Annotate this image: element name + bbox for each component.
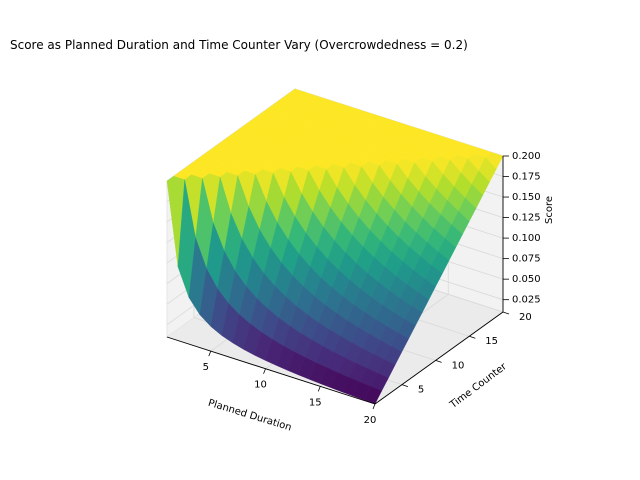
y-tick	[502, 311, 510, 315]
z-tick-label: 0.100	[512, 233, 541, 244]
z-tick-label: 0.150	[512, 192, 541, 203]
z-tick-label: 0.175	[512, 172, 541, 183]
z-tick-label: 0.200	[512, 151, 541, 162]
z-axis-label: Score	[544, 196, 555, 224]
y-tick	[469, 335, 476, 339]
y-tick	[435, 360, 442, 363]
z-tick-label: 0.125	[512, 213, 541, 224]
x-axis-line	[166, 336, 376, 405]
x-axis-label: Planned Duration	[207, 398, 293, 434]
y-tick-label: 10	[452, 360, 465, 371]
chart-title: Score as Planned Duration and Time Count…	[10, 38, 468, 52]
x-tick-label: 15	[309, 397, 322, 408]
y-tick	[401, 384, 409, 388]
x-tick	[317, 386, 321, 392]
y-axis-line	[374, 311, 504, 405]
z-tick-label: 0.025	[512, 295, 541, 306]
x-tick	[263, 368, 266, 374]
x-tick-label: 10	[254, 380, 267, 391]
y-tick-label: 15	[485, 336, 498, 347]
z-tick-label: 0.050	[512, 274, 541, 285]
y-tick-label: 5	[418, 385, 424, 396]
y-tick-label: 20	[519, 312, 532, 323]
surface	[166, 88, 504, 405]
axes: 5 10 15 20 5 10 15 20 0.025 0.050 0.075 0.100 0.125 0…	[166, 151, 541, 426]
z-tick-label: 0.075	[512, 254, 541, 265]
x-tick-label: 5	[203, 362, 209, 373]
x-tick	[372, 403, 376, 410]
x-tick-label: 20	[364, 415, 377, 426]
x-tick	[208, 350, 212, 357]
